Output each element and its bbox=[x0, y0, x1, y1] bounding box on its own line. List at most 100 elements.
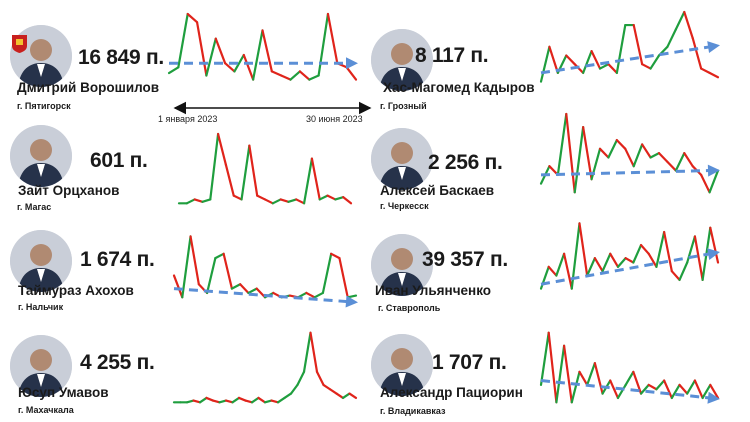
series-segment bbox=[232, 194, 243, 201]
flag-emblem-icon bbox=[12, 35, 27, 53]
series-segment bbox=[655, 230, 666, 268]
series-segment bbox=[313, 291, 325, 299]
person-name: Алексей Баскаев bbox=[380, 183, 495, 198]
series-segment bbox=[624, 370, 635, 387]
person-photo bbox=[371, 29, 433, 91]
series-segment bbox=[701, 383, 712, 400]
series-segment bbox=[322, 383, 332, 391]
series-segment bbox=[641, 63, 652, 70]
series-segment bbox=[641, 143, 652, 159]
series-segment bbox=[632, 23, 644, 66]
series-segment bbox=[289, 383, 299, 395]
series-segment bbox=[295, 198, 306, 205]
post-count: 39 357 п. bbox=[422, 248, 508, 271]
series-segment bbox=[255, 287, 267, 299]
series-segment bbox=[193, 198, 204, 203]
activity-chart bbox=[172, 235, 358, 308]
series-segment bbox=[548, 45, 559, 75]
person-card: 601 п. Зайт Орцханов г. Магас bbox=[0, 105, 375, 212]
series-segment bbox=[315, 370, 325, 387]
person-city: г. Магас bbox=[17, 202, 52, 212]
series-segment bbox=[539, 331, 550, 387]
activity-chart bbox=[539, 112, 720, 194]
series-segment bbox=[593, 257, 604, 273]
series-segment bbox=[693, 379, 704, 400]
person-city: г. Грозный bbox=[380, 101, 427, 111]
series-segment bbox=[224, 163, 235, 197]
series-segment bbox=[205, 396, 215, 402]
series-segment bbox=[181, 235, 192, 299]
series-segment bbox=[683, 152, 694, 168]
series-segment bbox=[216, 132, 228, 166]
series-segment bbox=[683, 10, 694, 40]
series-segment bbox=[609, 252, 620, 268]
series-segment bbox=[231, 396, 241, 404]
series-segment bbox=[270, 70, 283, 77]
series-segment bbox=[233, 53, 245, 73]
series-segment bbox=[348, 392, 358, 400]
series-segment bbox=[222, 252, 234, 290]
series-segment bbox=[205, 37, 217, 77]
person-photo bbox=[10, 335, 72, 397]
trend-line bbox=[540, 252, 711, 286]
series-segment bbox=[346, 294, 358, 299]
series-segment bbox=[321, 252, 333, 295]
series-segment bbox=[666, 160, 677, 172]
person-name: Таймураз Ахохов bbox=[18, 283, 134, 298]
series-segment bbox=[586, 362, 596, 387]
series-segment bbox=[237, 396, 247, 402]
series-segment bbox=[700, 173, 711, 194]
series-segment bbox=[326, 194, 337, 201]
trend-arrow-icon bbox=[707, 164, 720, 177]
series-segment bbox=[624, 257, 635, 264]
series-segment bbox=[330, 252, 341, 260]
series-segment bbox=[263, 399, 273, 404]
activity-chart bbox=[539, 10, 720, 83]
post-count: 601 п. bbox=[90, 149, 148, 172]
series-segment bbox=[686, 379, 697, 395]
series-segment bbox=[555, 252, 566, 277]
series-segment bbox=[586, 257, 596, 277]
series-segment bbox=[198, 396, 208, 404]
series-segment bbox=[601, 252, 612, 273]
series-segment bbox=[655, 379, 666, 391]
series-segment bbox=[582, 50, 593, 75]
series-segment bbox=[239, 283, 250, 295]
series-segment bbox=[598, 147, 610, 159]
series-segment bbox=[209, 132, 220, 201]
series-segment bbox=[582, 125, 593, 181]
series-segment bbox=[283, 392, 293, 400]
series-segment bbox=[298, 70, 311, 81]
series-segment bbox=[342, 196, 353, 205]
series-segment bbox=[700, 67, 711, 75]
series-segment bbox=[691, 37, 703, 70]
series-segment bbox=[224, 399, 234, 404]
series-segment bbox=[287, 198, 298, 203]
person-city: г. Владикавказ bbox=[380, 406, 446, 416]
series-segment bbox=[639, 383, 650, 395]
person-city: г. Пятигорск bbox=[17, 101, 71, 111]
series-segment bbox=[279, 198, 290, 203]
series-segment bbox=[647, 383, 658, 391]
person-photo bbox=[371, 334, 433, 396]
person-name: Иван Ульянченко bbox=[375, 283, 492, 298]
trend-line bbox=[540, 45, 711, 75]
series-segment bbox=[678, 261, 689, 282]
series-segment bbox=[335, 392, 345, 400]
series-segment bbox=[632, 244, 643, 264]
person-city: г. Нальчик bbox=[18, 302, 64, 312]
series-segment bbox=[289, 70, 301, 81]
series-segment bbox=[242, 53, 255, 81]
series-segment bbox=[615, 23, 627, 75]
person-card: 4 255 п. Юсуп Умавов г. Махачкала bbox=[0, 315, 375, 420]
series-segment bbox=[189, 235, 200, 286]
series-segment bbox=[205, 257, 217, 295]
person-photo bbox=[371, 234, 433, 296]
series-segment bbox=[326, 12, 339, 65]
series-segment bbox=[674, 152, 686, 172]
series-segment bbox=[708, 71, 720, 79]
trend-arrow-icon bbox=[707, 391, 720, 404]
series-segment bbox=[257, 396, 267, 404]
series-segment bbox=[263, 198, 274, 205]
series-segment bbox=[590, 50, 602, 70]
